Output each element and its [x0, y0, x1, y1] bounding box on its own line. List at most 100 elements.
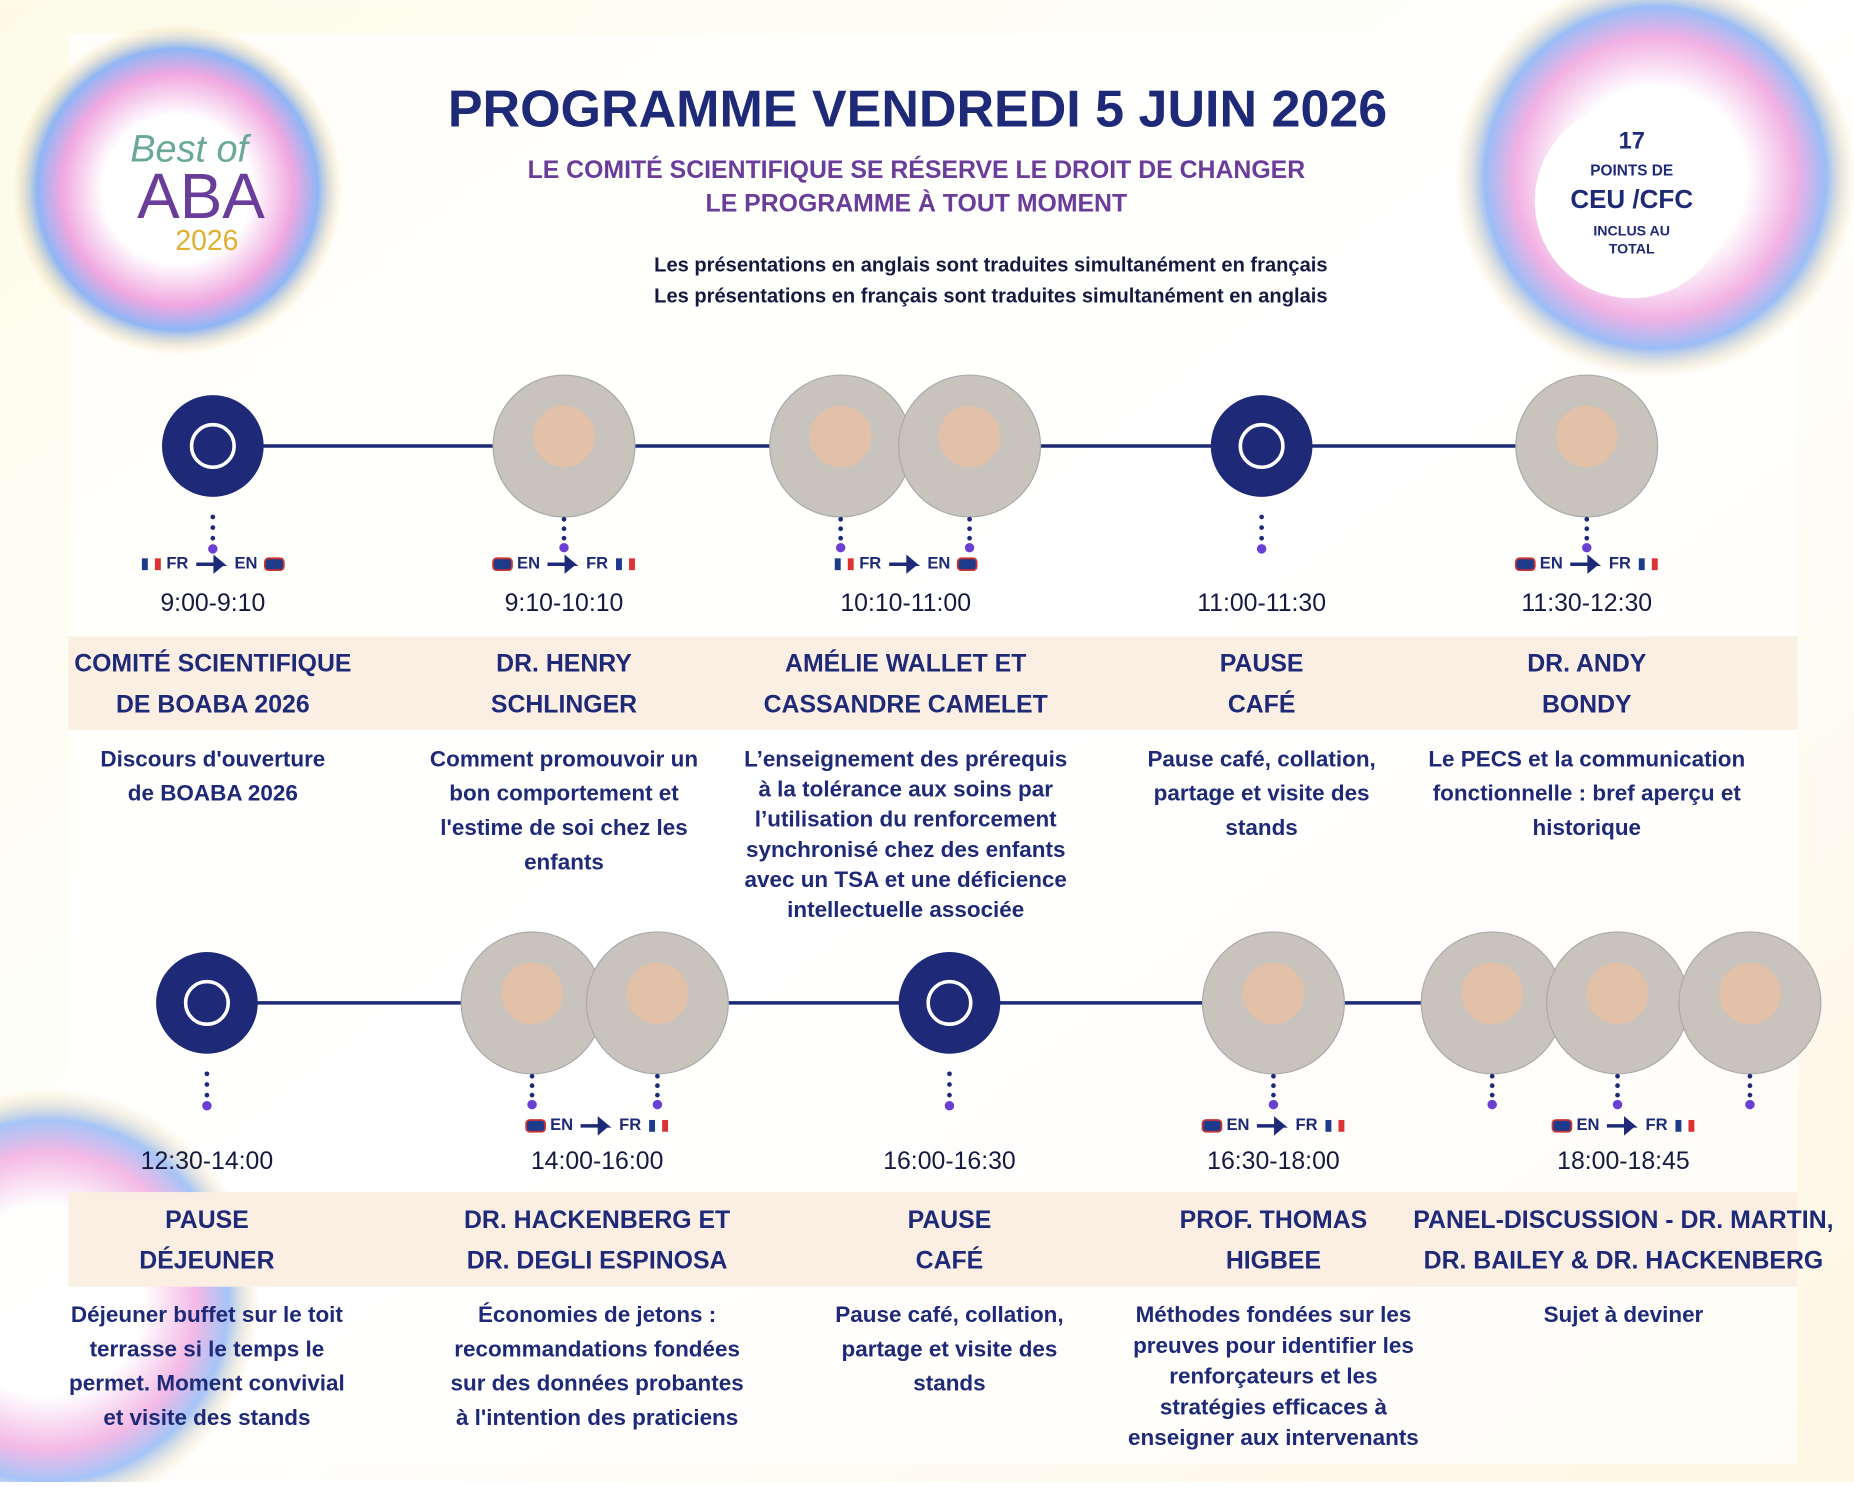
dot: [947, 1071, 952, 1077]
dot: [967, 516, 972, 522]
description: Pause café, collation,: [1147, 746, 1375, 771]
speaker: DR. HACKENBERG ET: [464, 1207, 730, 1234]
dot: [655, 1083, 660, 1089]
flag: [847, 558, 854, 571]
description: terrasse si le temps le: [90, 1336, 325, 1361]
speaker: PAUSE: [1220, 650, 1304, 677]
dot: [1747, 1073, 1753, 1079]
flag: [1325, 1119, 1332, 1132]
speaker: AMÉLIE WALLET ET: [785, 649, 1026, 677]
badge-text: CEU /CFC: [1570, 184, 1693, 214]
lang-label: FR: [1609, 554, 1631, 573]
speaker: PROF. THOMAS: [1180, 1207, 1368, 1234]
dot: [652, 1099, 663, 1110]
icon: [1210, 395, 1313, 497]
dot: [529, 1073, 535, 1079]
speaker: PAUSE: [165, 1207, 249, 1234]
lang-label: EN: [517, 554, 540, 573]
flag: [649, 1119, 656, 1132]
lang-label: EN: [1226, 1115, 1249, 1134]
dot: [1268, 1099, 1279, 1110]
time: 16:00-16:30: [883, 1148, 1016, 1175]
dot: [1259, 525, 1264, 530]
lang-label: EN: [550, 1115, 573, 1134]
flag: [834, 558, 841, 571]
dot: [210, 535, 216, 541]
speaker-head: [1461, 962, 1523, 1025]
speaker-head: [938, 405, 1001, 468]
description: partage et visite des: [1154, 781, 1370, 806]
logo-text: Best of: [130, 129, 251, 171]
speaker-head: [626, 962, 689, 1025]
flag: [492, 557, 513, 572]
dot: [559, 542, 569, 553]
subtitle: LE PROGRAMME À TOUT MOMENT: [706, 189, 1128, 217]
speaker: DE BOABA 2026: [116, 692, 310, 719]
flag: [1651, 558, 1658, 571]
description: Le PECS et la communication: [1428, 746, 1745, 771]
dot: [655, 1073, 660, 1079]
dot: [838, 516, 844, 522]
flag: [1201, 1119, 1223, 1133]
speaker: PAUSE: [908, 1207, 992, 1234]
dot: [964, 542, 975, 553]
description: sur des données probantes: [451, 1371, 744, 1396]
speaker-band: [68, 636, 1798, 730]
dot: [527, 1099, 537, 1110]
flag: [154, 558, 161, 571]
speaker-head: [501, 962, 563, 1025]
dot: [1612, 1099, 1623, 1110]
description: L’enseignement des prérequis: [744, 746, 1067, 771]
logo-text: 2026: [175, 225, 238, 257]
lang-label: EN: [927, 554, 950, 573]
dot: [1271, 1092, 1276, 1098]
dot: [204, 1082, 210, 1087]
dot: [208, 544, 218, 554]
speaker-head: [1719, 962, 1781, 1025]
dot: [561, 516, 567, 522]
speaker-head: [1586, 962, 1649, 1025]
dot: [561, 526, 567, 532]
speaker: COMITÉ SCIENTIFIQUE: [74, 649, 351, 677]
badge-text: POINTS DE: [1590, 163, 1673, 180]
lang-label: FR: [1646, 1115, 1668, 1134]
speaker: CASSANDRE CAMELET: [764, 692, 1048, 719]
dot: [1256, 544, 1267, 554]
dot: [1745, 1099, 1755, 1110]
dot: [967, 526, 972, 532]
speaker-band: [68, 1192, 1798, 1287]
note: Les présentations en français sont tradu…: [654, 285, 1327, 307]
icon-glyph: [1238, 422, 1285, 470]
speaker: CAFÉ: [1228, 691, 1296, 719]
time: 9:10-10:10: [505, 590, 624, 617]
dot: [655, 1092, 660, 1098]
arrow: [889, 554, 921, 574]
time: 12:30-14:00: [141, 1148, 274, 1175]
description: bon comportement et: [449, 781, 679, 806]
time: 11:00-11:30: [1197, 590, 1326, 617]
dot: [835, 542, 846, 553]
speaker: DR. HENRY: [496, 650, 632, 677]
dot: [1259, 514, 1264, 520]
dot: [202, 1101, 212, 1111]
lang-label: FR: [166, 554, 188, 573]
description: partage et visite des: [842, 1336, 1058, 1361]
dot: [204, 1071, 210, 1077]
speaker: DÉJEUNER: [139, 1246, 274, 1274]
speaker: DR. DEGLI ESPINOSA: [467, 1247, 728, 1274]
description: Discours d'ouverture: [100, 746, 325, 771]
arrow: [1256, 1116, 1288, 1136]
dot: [1489, 1092, 1495, 1098]
description: à la tolérance aux soins par: [758, 777, 1053, 802]
description: de BOABA 2026: [128, 781, 298, 806]
dot: [1615, 1083, 1620, 1089]
dot: [1615, 1092, 1620, 1098]
icon-glyph: [189, 422, 236, 470]
description: stratégies efficaces à: [1160, 1394, 1388, 1419]
dot: [947, 1082, 952, 1087]
flag: [1688, 1119, 1695, 1132]
dot: [1582, 542, 1592, 553]
time: 11:30-12:30: [1521, 590, 1652, 617]
dot: [1747, 1092, 1753, 1098]
description: recommandations fondées: [454, 1336, 740, 1361]
